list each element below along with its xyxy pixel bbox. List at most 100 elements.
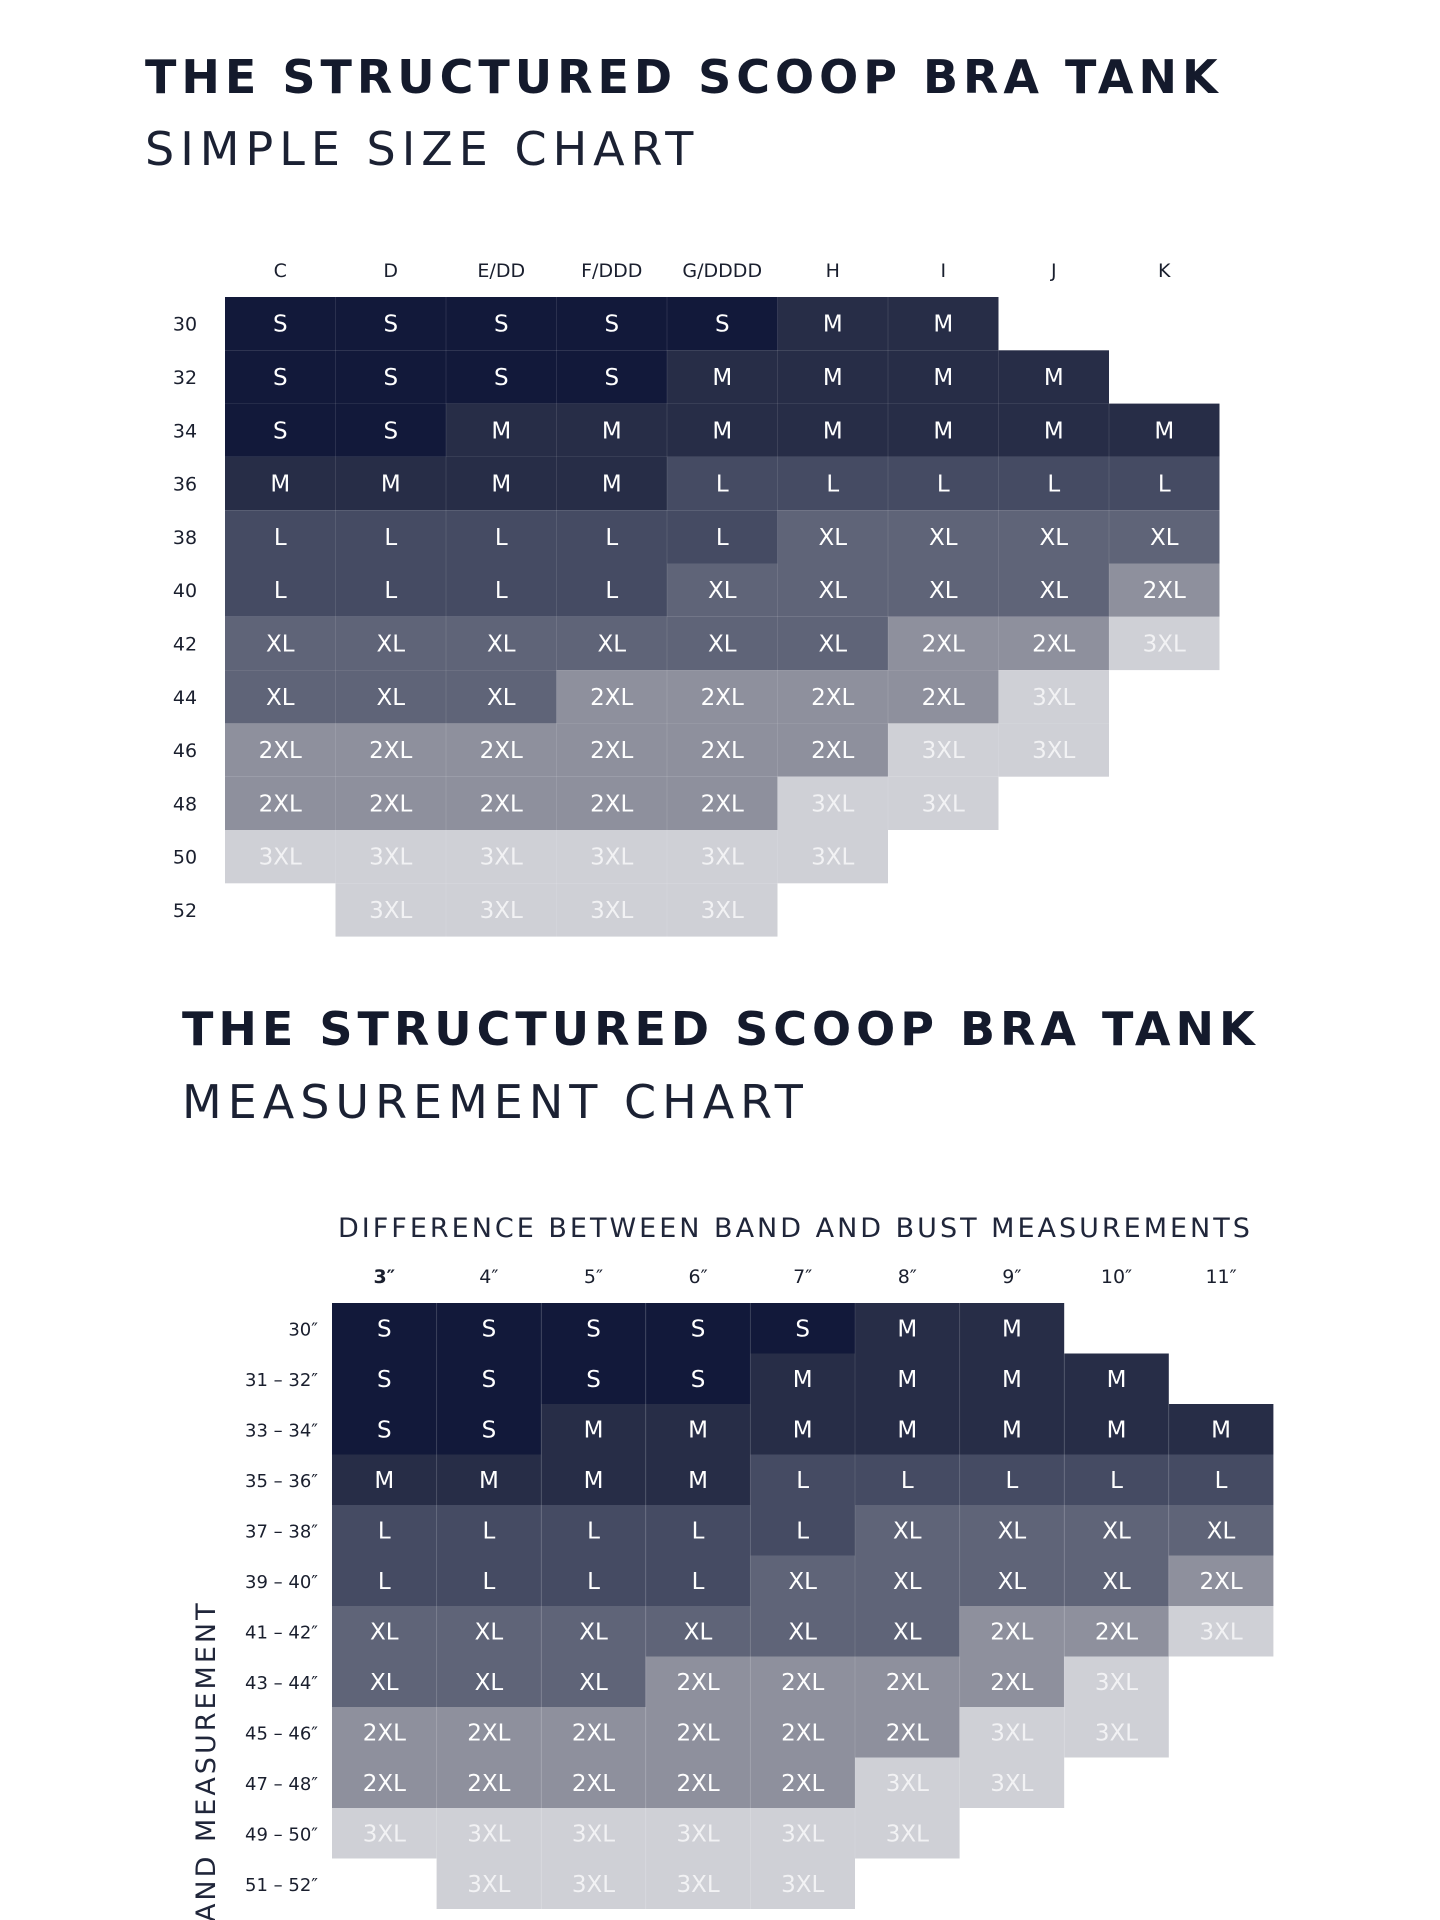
row-header: 50	[173, 847, 197, 869]
row-header: 34	[173, 420, 197, 442]
size-cell	[1064, 1353, 1169, 1404]
size-label: M	[933, 312, 953, 338]
size-cell	[750, 1353, 855, 1404]
size-cell	[750, 1303, 855, 1354]
row-header: 43 – 44″	[245, 1673, 318, 1694]
size-cell	[959, 1404, 1065, 1455]
size-cell	[541, 1656, 646, 1707]
size-cell	[888, 616, 999, 671]
size-cell	[541, 1505, 646, 1556]
column-header: 9″	[1002, 1266, 1021, 1288]
size-label: M	[479, 1468, 499, 1494]
size-label: M	[1002, 1316, 1022, 1342]
size-cell	[777, 297, 888, 351]
size-cell	[1064, 1656, 1169, 1707]
size-label: M	[1002, 1367, 1022, 1393]
size-cell	[998, 723, 1109, 777]
size-cell	[1168, 1454, 1274, 1505]
size-cell	[556, 563, 667, 617]
chart1-title: THE STRUCTURED SCOOP BRA TANK	[145, 50, 1223, 104]
size-label: L	[716, 525, 729, 551]
row-header: 46	[173, 740, 197, 762]
size-cell	[998, 563, 1109, 617]
column-header: 6″	[689, 1266, 708, 1288]
size-cell	[436, 1555, 542, 1606]
column-header: D	[383, 260, 398, 282]
size-cell	[667, 456, 778, 511]
size-cell	[335, 616, 446, 671]
size-label: 2XL	[480, 738, 523, 764]
size-cell	[436, 1505, 542, 1556]
size-label: M	[688, 1468, 708, 1494]
size-label: M	[688, 1417, 708, 1443]
size-label: 2XL	[676, 1670, 719, 1696]
chart2-title: THE STRUCTURED SCOOP BRA TANK	[182, 1002, 1260, 1056]
size-cell	[436, 1606, 542, 1657]
size-cell	[888, 350, 999, 404]
size-cell	[332, 1707, 437, 1758]
size-cell	[556, 403, 667, 457]
size-cell	[667, 670, 778, 724]
size-label: S	[604, 312, 619, 338]
size-label: M	[1002, 1417, 1022, 1443]
size-cell	[541, 1404, 646, 1455]
row-header: 44	[173, 687, 197, 709]
size-cell	[1064, 1404, 1169, 1455]
size-cell	[335, 510, 446, 564]
size-label: XL	[998, 1518, 1027, 1544]
row-header: 30	[173, 314, 197, 336]
size-cell	[667, 403, 778, 457]
row-header: 51 – 52″	[245, 1875, 318, 1896]
size-label: S	[383, 365, 398, 391]
size-label: L	[384, 578, 397, 604]
size-label: XL	[929, 525, 958, 551]
size-cell	[1109, 403, 1220, 457]
size-cell	[225, 510, 336, 564]
size-label: S	[795, 1316, 810, 1342]
size-label: 2XL	[701, 738, 744, 764]
size-cell	[556, 830, 667, 884]
size-label: S	[377, 1316, 392, 1342]
column-header: H	[826, 260, 840, 282]
size-cell	[225, 350, 336, 404]
chart1-subtitle: SIMPLE SIZE CHART	[145, 122, 700, 176]
size-label: 3XL	[701, 845, 744, 871]
size-label: XL	[475, 1619, 504, 1645]
size-label: L	[587, 1518, 600, 1544]
size-label: 3XL	[886, 1821, 929, 1847]
size-cell	[855, 1454, 960, 1505]
size-label: XL	[788, 1569, 817, 1595]
size-cell	[556, 616, 667, 671]
size-cell	[888, 670, 999, 724]
size-label: M	[602, 472, 622, 498]
size-cell	[998, 670, 1109, 724]
size-cell	[855, 1808, 960, 1859]
size-cell	[645, 1454, 751, 1505]
size-label: XL	[579, 1670, 608, 1696]
size-label: 3XL	[676, 1821, 719, 1847]
size-cell	[777, 670, 888, 724]
size-cell	[1109, 563, 1220, 617]
size-label: 3XL	[701, 898, 744, 924]
size-cell	[645, 1505, 751, 1556]
row-header: 38	[173, 527, 197, 549]
size-cell	[1064, 1606, 1169, 1657]
size-label: 3XL	[1095, 1670, 1138, 1696]
size-cell	[777, 776, 888, 830]
size-cell	[332, 1404, 437, 1455]
size-cell	[667, 883, 778, 937]
size-cell	[750, 1757, 855, 1808]
size-label: S	[273, 365, 288, 391]
size-label: L	[1047, 472, 1060, 498]
size-label: M	[584, 1417, 604, 1443]
column-header: 3″	[373, 1266, 395, 1288]
size-label: M	[374, 1468, 394, 1494]
size-cell	[541, 1454, 646, 1505]
size-cell	[645, 1808, 751, 1859]
size-label: S	[273, 418, 288, 444]
size-label: 2XL	[363, 1720, 406, 1746]
size-cell	[332, 1656, 437, 1707]
row-header: 30″	[288, 1319, 318, 1340]
size-cell	[225, 403, 336, 457]
size-cell	[645, 1353, 751, 1404]
